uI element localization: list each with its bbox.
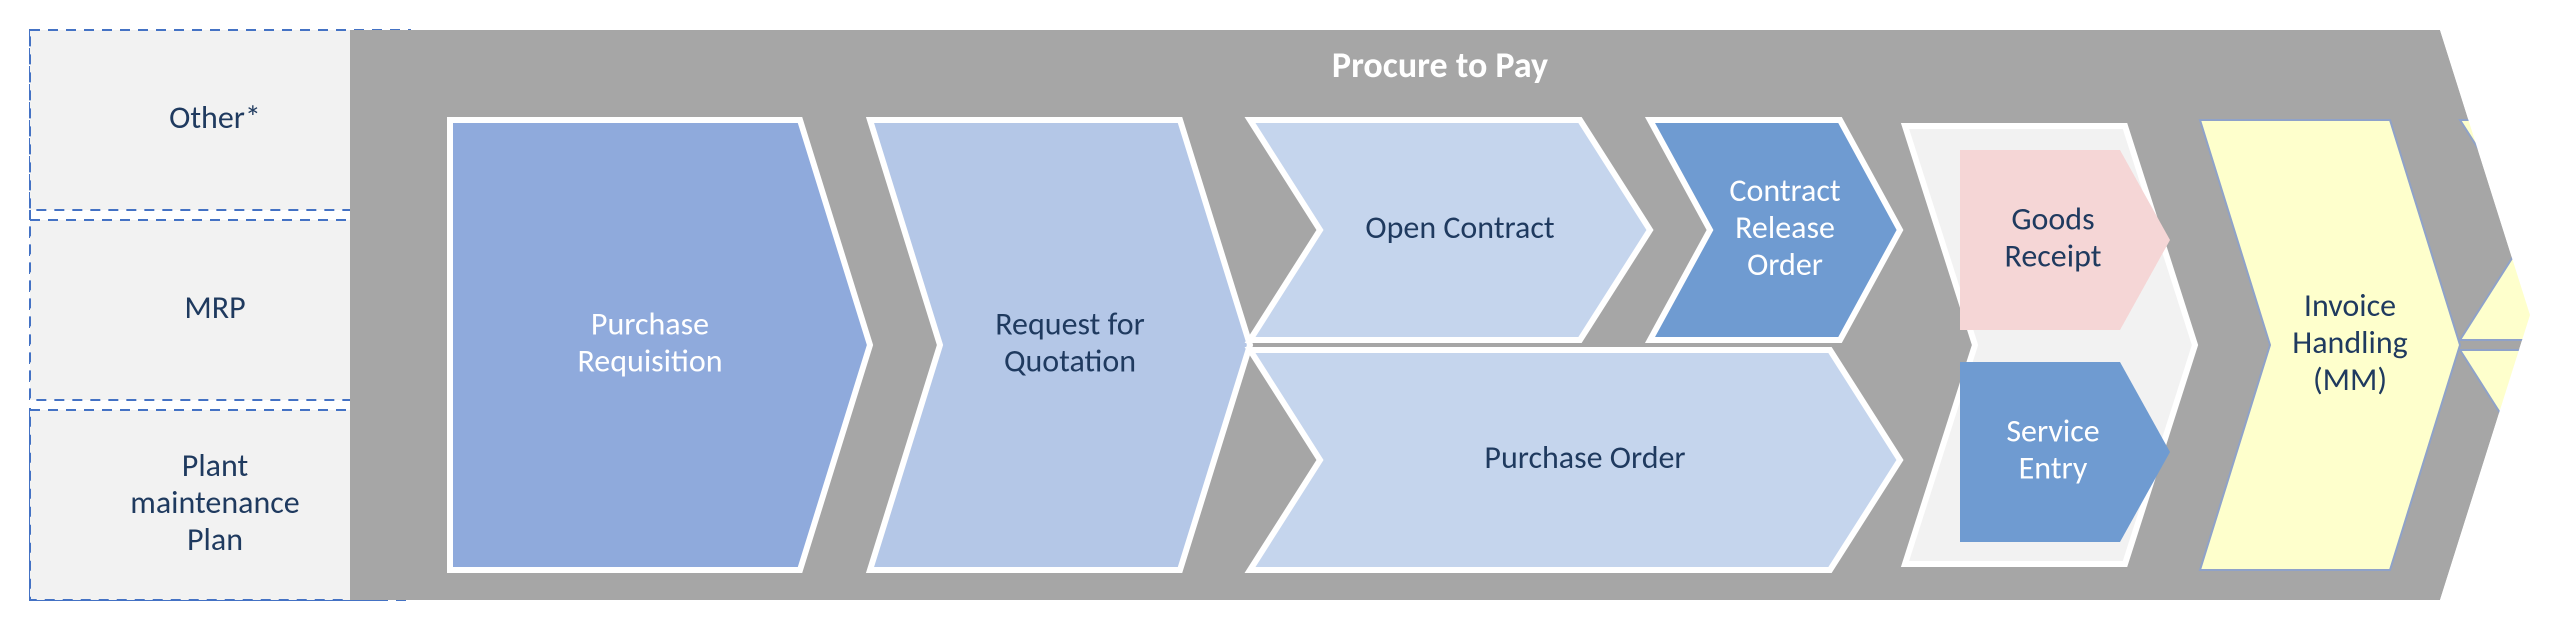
step-open-contract-label: Open Contract xyxy=(1365,208,1555,247)
step-purchase-order-label: Purchase Order xyxy=(1484,438,1685,477)
step-purchase-requisition: PurchaseRequisition xyxy=(450,120,870,570)
sidebar-item-other-label: Other* xyxy=(169,98,261,137)
step-purchase-order: Purchase Order xyxy=(1250,350,1900,570)
step-service-entry-label: ServiceEntry xyxy=(2006,411,2099,487)
step-goods-receipt-label: GoodsReceipt xyxy=(2005,199,2102,275)
step-purchase-requisition-label: PurchaseRequisition xyxy=(577,304,722,380)
sidebar-item-mrp-label: MRP xyxy=(184,288,245,327)
page-title: Procure to Pay xyxy=(1332,43,1548,87)
step-request-for-quotation-label: Request forQuotation xyxy=(995,304,1145,380)
